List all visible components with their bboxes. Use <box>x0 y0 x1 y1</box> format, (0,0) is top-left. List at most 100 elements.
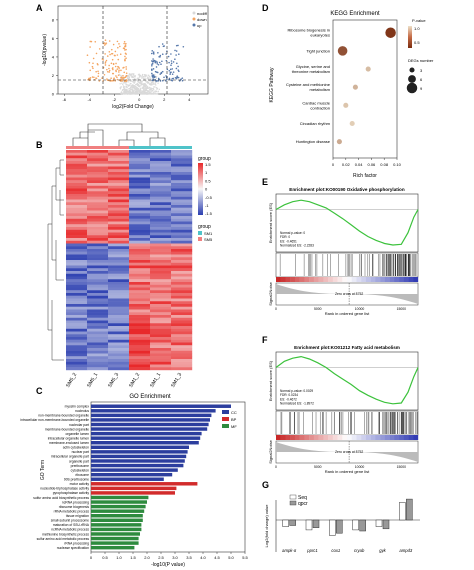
heatmap-cell <box>129 188 151 192</box>
heatmap-cell <box>66 235 88 239</box>
heatmap-cell <box>171 320 193 324</box>
heatmap-cell <box>66 326 88 329</box>
volcano-plot: -6 -4 -2 0 2 4 0 2 4 6 8 log2(Fold Change) -log10… <box>42 5 209 110</box>
volcano-point-down <box>116 68 119 70</box>
volcano-point-down <box>106 68 108 71</box>
heatmap-cell <box>129 287 151 291</box>
volcano-point-nodiff <box>122 83 124 86</box>
go-xtick-label: 2.5 <box>158 555 164 560</box>
heatmap-cell <box>66 356 88 360</box>
heatmap-cell <box>129 298 151 302</box>
qpcr-legend-swatch <box>289 500 297 506</box>
volcano-point-down <box>124 76 127 79</box>
heatmap-cell <box>171 202 193 206</box>
gsea-xtick-label: 5000 <box>314 465 322 469</box>
heatmap-group-cell <box>129 146 150 149</box>
volcano-point-nodiff <box>134 92 137 94</box>
go-term-label: rRNA metabolic process <box>54 509 90 513</box>
panel-label-b: B <box>36 140 43 150</box>
heatmap-cell <box>66 243 88 247</box>
volcano-point-up <box>151 62 154 65</box>
heatmap-cell <box>129 331 151 335</box>
heatmap-cell <box>108 265 130 269</box>
heatmap-cell <box>87 326 109 329</box>
heatmap-cell <box>87 191 109 195</box>
heatmap-cell <box>66 317 88 321</box>
heatmap-cell <box>129 262 151 266</box>
heatmap-cell <box>129 191 151 195</box>
heatmap-cell <box>66 276 88 280</box>
gsea-stat: FDR: 0 <box>280 235 290 239</box>
heatmap-cell <box>66 359 88 362</box>
qpcr-bar-seq <box>375 519 383 527</box>
volcano-point-up <box>159 54 162 57</box>
heatmap-cell <box>129 240 151 244</box>
go-bar <box>91 482 198 486</box>
heatmap-cell <box>108 364 130 368</box>
heatmap-cell <box>87 306 109 310</box>
heatmap-cell <box>87 194 109 197</box>
heatmap-cell <box>87 337 109 340</box>
heatmap-cell <box>129 158 151 162</box>
gsea-rank-color <box>337 277 343 282</box>
go-bar <box>91 495 149 500</box>
volcano-point-down <box>117 65 119 68</box>
gsea-xtick-label: 0 <box>275 307 277 311</box>
heatmap-cell <box>87 213 109 217</box>
heatmap-cell <box>150 240 172 244</box>
heatmap-cell <box>150 326 172 329</box>
heatmap-cell <box>171 166 193 170</box>
go-term-label: organelle lumen <box>66 432 90 436</box>
heatmap-cell <box>108 246 130 250</box>
heatmap-cell <box>150 361 172 365</box>
heatmap-cell <box>87 353 109 357</box>
heatmap-cell <box>129 199 151 203</box>
heatmap-cell <box>171 246 193 250</box>
volcano-point-down <box>97 70 99 73</box>
volcano-point-nodiff <box>128 76 131 79</box>
kegg-dot <box>336 139 342 145</box>
heatmap-group-label: SM5 <box>204 237 213 242</box>
heatmap-cell <box>66 304 88 307</box>
heatmap-column-label: SM5_3 <box>107 372 120 389</box>
heatmap-cell <box>150 359 172 362</box>
volcano-point-up <box>157 51 159 54</box>
heatmap-cell <box>150 207 172 211</box>
volcano-point-nodiff <box>153 86 155 88</box>
qpcr-bar-qpcr <box>289 519 296 526</box>
gsea-rank-color <box>384 277 390 282</box>
heatmap-cell <box>108 185 130 189</box>
volcano-point-up <box>159 80 162 82</box>
go-bar <box>91 491 175 495</box>
heatmap-cell <box>87 210 109 214</box>
gsea-rank-color <box>347 435 352 440</box>
volcano-point-nodiff <box>154 90 156 92</box>
heatmap-cell <box>171 152 193 156</box>
heatmap-cell <box>150 276 172 280</box>
heatmap-cell <box>150 328 172 332</box>
heatmap-cell <box>171 227 193 230</box>
heatmap-cell <box>150 342 172 346</box>
gsea-xtick-label: 15000 <box>397 465 407 469</box>
volcano-xtick-label: 4 <box>188 97 191 102</box>
gsea-stat: Normalized ES: -2.2283 <box>280 244 314 248</box>
volcano-ytick-label: 2 <box>52 73 55 78</box>
heatmap-cell <box>87 207 109 211</box>
heatmap-cell <box>66 364 88 368</box>
heatmap-cell <box>66 150 88 153</box>
heatmap-cell <box>108 249 130 252</box>
gsea-rank-color <box>276 277 281 282</box>
gsea-ranked-label: Signal2Noise <box>268 439 273 463</box>
heatmap-cell <box>150 249 172 252</box>
volcano-point-up <box>181 77 184 79</box>
volcano-point-nodiff <box>119 83 121 85</box>
volcano-point-nodiff <box>128 84 131 87</box>
volcano-ytick-label: 4 <box>52 54 55 59</box>
volcano-point-nodiff <box>149 80 152 82</box>
volcano-point-nodiff <box>127 90 129 93</box>
volcano-point-nodiff <box>135 83 137 86</box>
volcano-point-down <box>91 76 94 78</box>
heatmap-cell <box>150 345 172 349</box>
heatmap-cell <box>129 238 151 241</box>
volcano-point-nodiff <box>130 92 132 94</box>
